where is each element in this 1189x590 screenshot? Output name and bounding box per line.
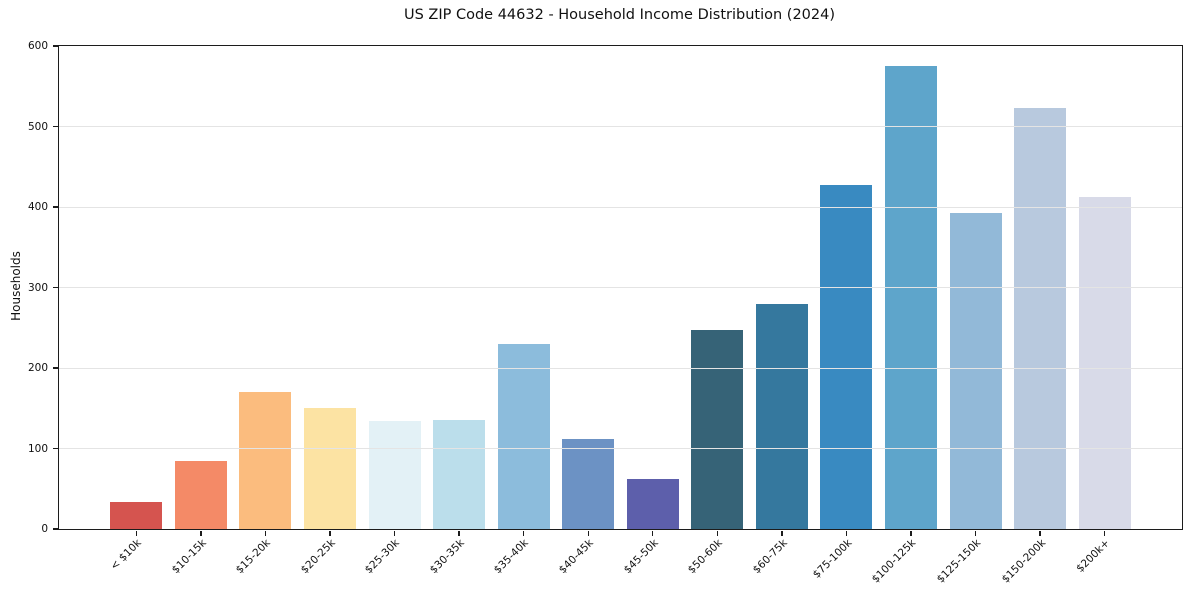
plot-area: 0 100 200 300 400 500 600 < $10k $10-15k $15-20k $… [28,40,1183,586]
x-tick-label: $60-75k [750,537,790,577]
x-tick-label: $45-50k [621,537,661,577]
gridline-200 [59,367,1182,369]
x-tick-label: $35-40k [492,537,532,577]
bar-10k [110,501,163,529]
chart-title: US ZIP Code 44632 - Household Income Dis… [403,7,836,23]
x-tick-mark [716,530,719,536]
bar-50-60k [691,330,744,529]
bar-100-125k [885,66,938,529]
x-tick-mark [910,530,912,536]
bar-20-25k [303,408,356,529]
x-tick-label: $20-25k [298,537,338,577]
x-tick-label: $15-20k [233,537,273,577]
x-tick-mark [329,530,331,536]
gridline-400 [59,206,1182,208]
x-tick-label: $10-15k [169,537,209,577]
y-tick-label: 300 [27,281,48,294]
bar-35-40k [497,343,550,529]
bar-60-75k [755,303,808,529]
y-tick-mark [52,125,58,128]
y-axis-label: Households [9,251,23,321]
x-tick-label: $75-100k [810,537,854,581]
x-tick-mark [781,530,783,536]
gridline-300 [59,287,1182,288]
x-tick-mark [652,530,654,536]
gridline-500 [59,126,1182,127]
x-tick-label: $25-30k [362,537,403,577]
bar-10-15k [174,461,227,529]
y-tick-label: 400 [27,200,48,213]
x-tick-mark [393,530,396,536]
x-tick-mark [264,530,267,536]
x-tick-label: $125-150k [934,537,984,586]
bar-15-20k [239,392,292,529]
x-tick-mark [458,530,460,536]
bar-30-35k [433,419,486,529]
x-tick-mark [522,530,525,536]
y-tick-mark [52,45,58,47]
bar-125-150k [949,212,1002,529]
y-tick-mark [52,528,58,530]
y-tick-mark [52,447,58,450]
y-tick-mark [52,367,58,369]
x-tick-label: < $10k [108,537,144,573]
gridline-100 [59,448,1182,449]
x-tick-mark [1039,530,1041,536]
y-tick-label: 100 [27,442,48,455]
y-tick-mark [52,206,58,208]
x-tick-mark [587,530,589,536]
bar-75-100k [820,185,873,529]
x-tick-label: $100-125k [869,537,919,586]
bar-40-45k [562,438,615,529]
y-tick-mark [52,286,58,289]
bar-150-200k [1014,108,1067,529]
x-tick-mark [974,530,977,536]
y-tick-label: 0 [41,522,48,535]
x-tick-label: $40-45k [556,537,596,577]
bar-25-30k [368,421,421,529]
x-tick-mark [135,530,137,536]
y-tick-label: 200 [27,361,48,374]
y-tick-label: 500 [27,120,48,133]
x-tick-label: $200k+ [1074,537,1113,575]
bar-200k [1078,197,1131,529]
x-tick-label: $50-60k [685,537,725,577]
x-tick-mark [1104,530,1106,536]
x-tick-label: $30-35k [427,537,467,577]
x-tick-mark [845,530,848,536]
x-tick-label: $150-200k [999,537,1048,586]
y-tick-label: 600 [27,39,48,52]
bar-45-50k [626,479,679,529]
x-tick-mark [200,530,202,536]
